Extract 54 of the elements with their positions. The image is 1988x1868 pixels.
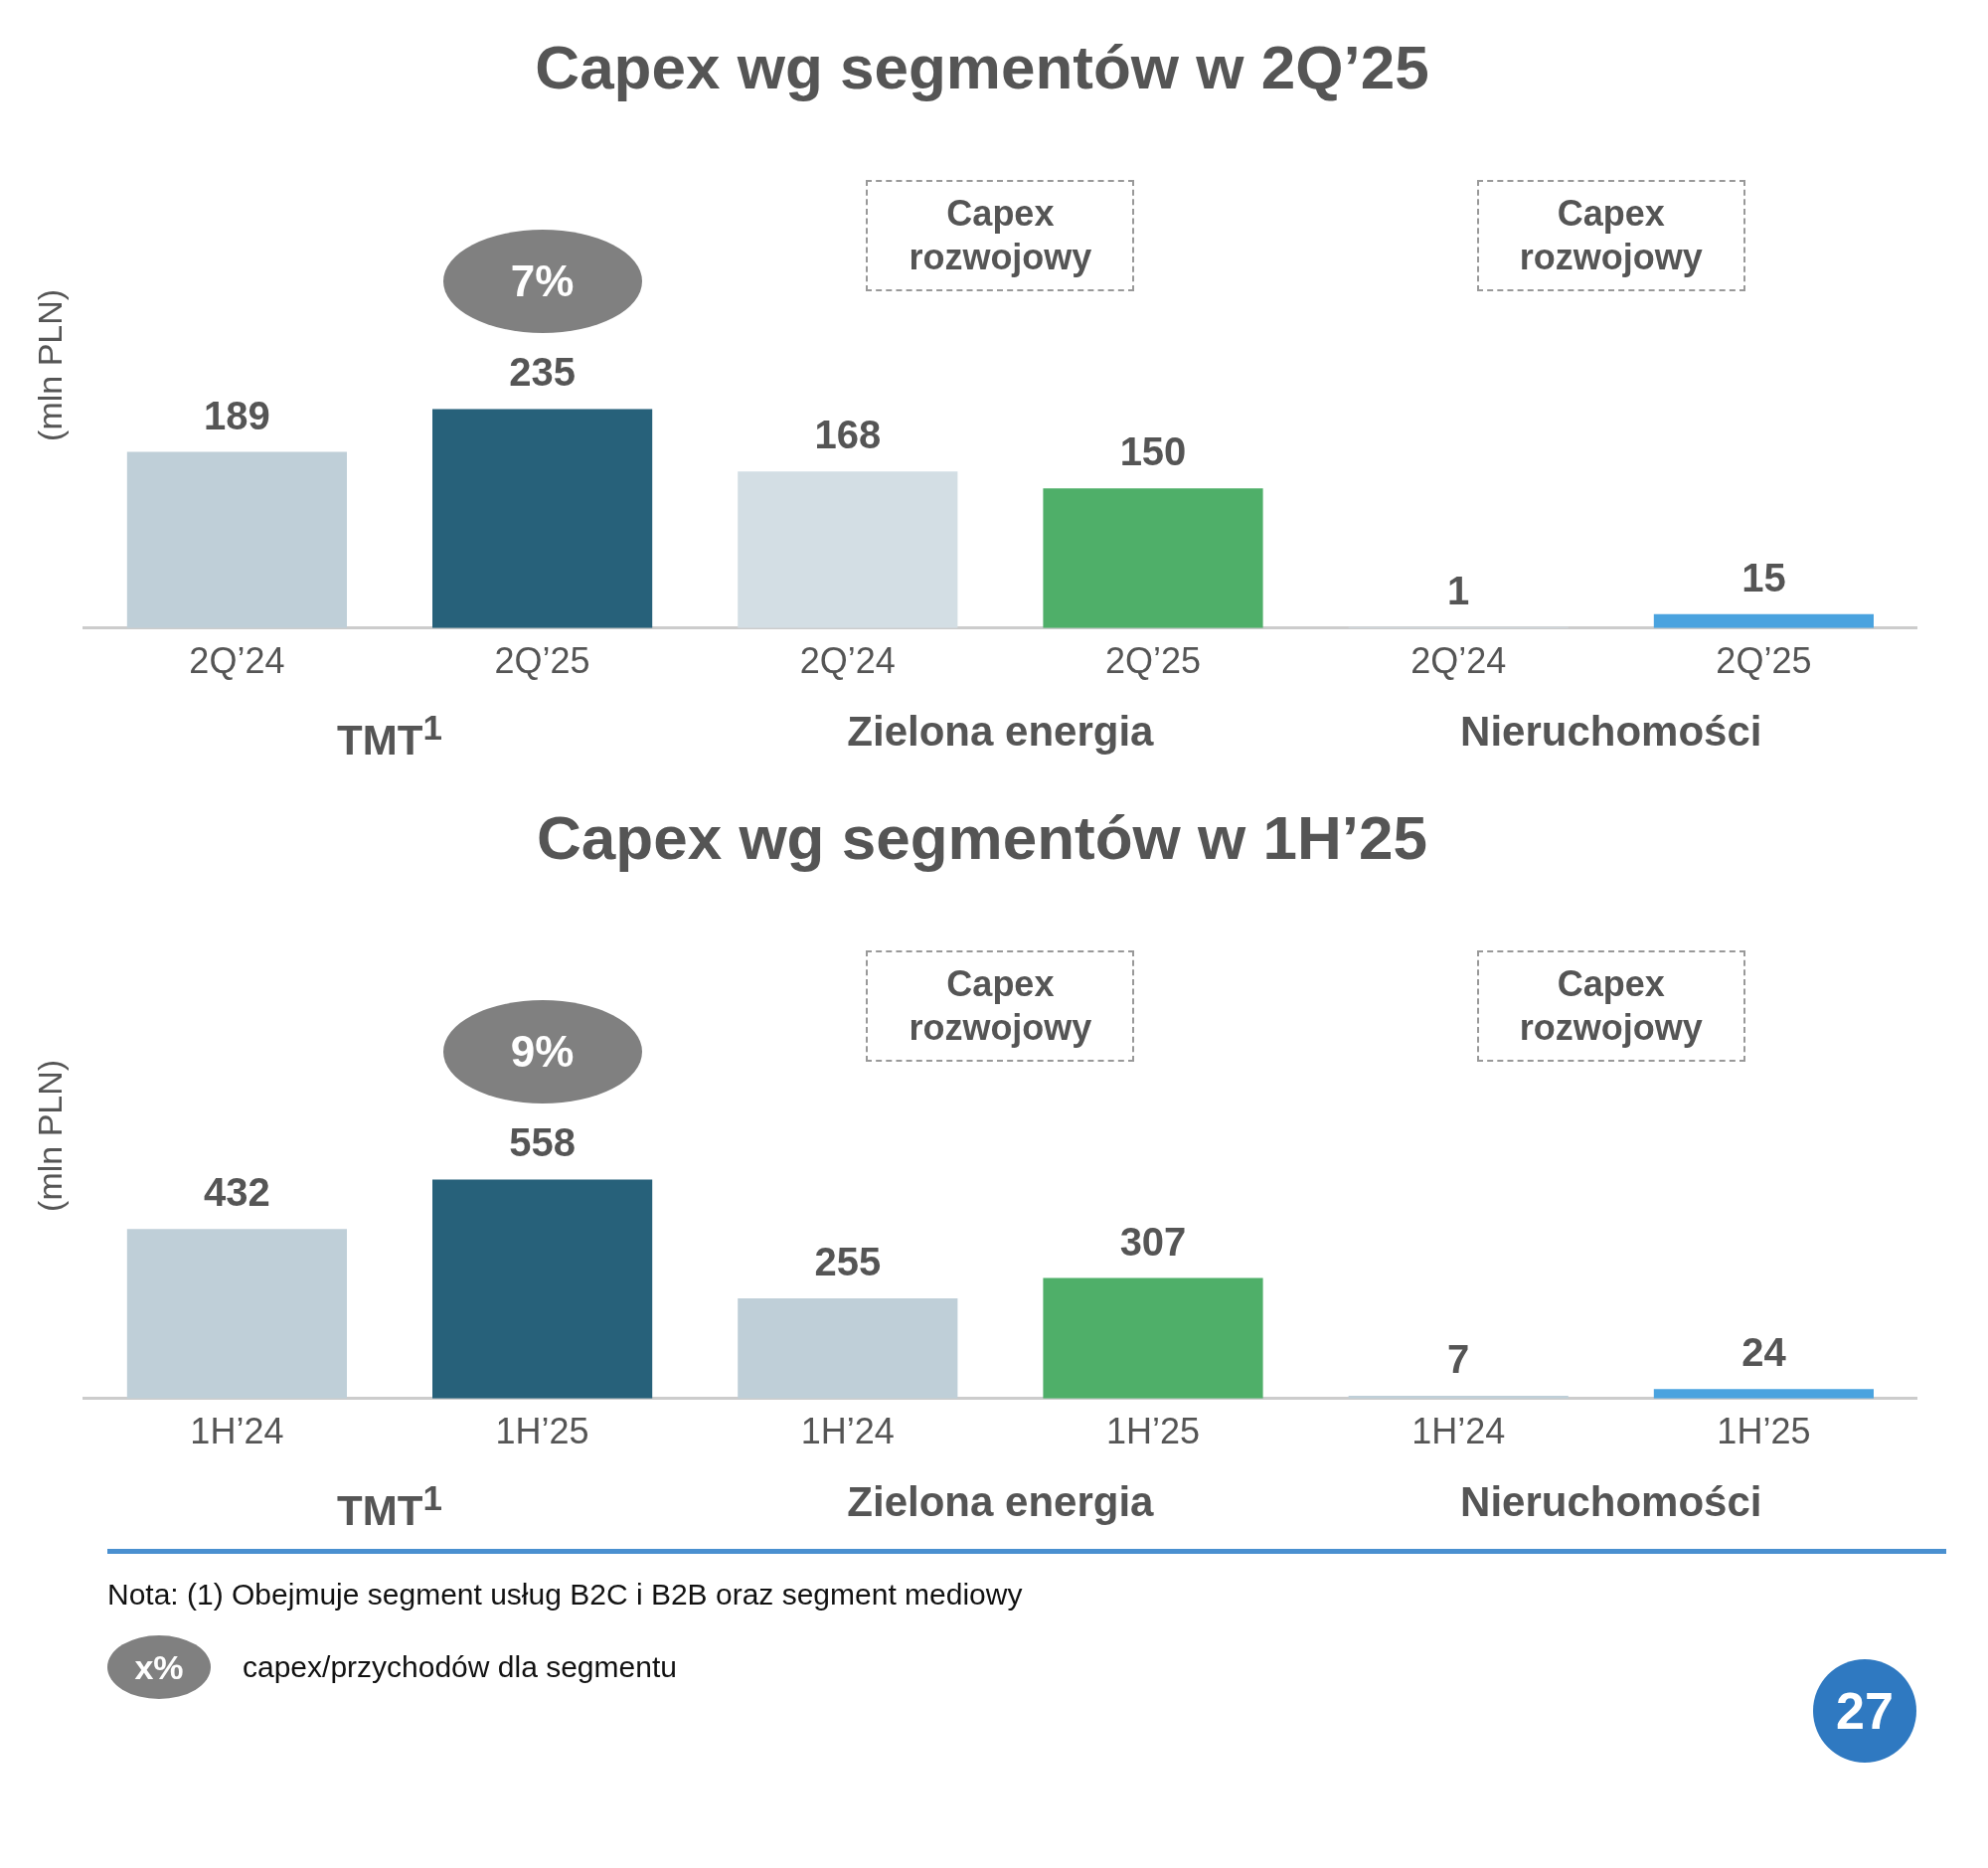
text: TMT$^{1}$ [336,1477,443,1535]
text: capex/przychodów dla segmentu [243,1650,677,1684]
y-axis-title: (mln PLN) [30,288,69,441]
text: Nieruchomości [1459,707,1763,756]
x-tick-label: 1H’25 [1105,1411,1201,1452]
bar [738,1298,958,1399]
x-tick-label: 2Q’24 [1410,640,1507,682]
x-tick-label: 2Q’24 [189,640,285,682]
data-label: 24 [1741,1330,1787,1375]
dashed-frame: Capex rozwojowy [1476,180,1745,292]
data-label: 1 [1447,568,1470,612]
y-axis-title: (mln PLN) [30,1059,69,1212]
data-label: 189 [204,393,270,437]
x-tick-label: 1H’25 [495,1411,589,1452]
oval-badge: 9% [442,1000,642,1104]
bar [1653,1389,1874,1399]
dashed-frame: Capex rozwojowy [866,180,1135,292]
data-label: 150 [1119,429,1187,474]
text: Zielona energia [846,1477,1155,1526]
x-tick-label: 2Q’25 [1104,640,1202,682]
bar [1043,1277,1263,1399]
data-label: 307 [1119,1219,1187,1264]
data-label: 235 [509,350,576,395]
data-label: 7 [1447,1337,1470,1382]
circle-badge: 27 [1813,1659,1916,1763]
x-tick-label: 1H’24 [190,1411,284,1452]
data-label: 168 [814,413,882,457]
x-tick-label: 1H’24 [1411,1411,1506,1452]
x-tick-label: 2Q’25 [494,640,590,682]
x-tick-label: 2Q’25 [1716,640,1812,682]
x-tick-label: 1H’25 [1717,1411,1811,1452]
bar [126,1229,347,1399]
bar [126,451,347,628]
x-tick-label: 1H’24 [800,1411,895,1452]
dashed-frame: Capex rozwojowy [866,950,1135,1063]
data-label: 558 [509,1120,576,1165]
x-tick-label: 2Q’24 [799,640,896,682]
bar [432,409,653,628]
data-label: 255 [814,1240,882,1284]
bar [1043,488,1263,628]
chart-title: Capex wg segmentów w 1H’25 [536,802,1428,873]
data-label: 15 [1741,555,1786,599]
text: TMT$^{1}$ [336,707,443,764]
oval-badge: x% [107,1635,211,1699]
data-label: 432 [204,1170,270,1215]
bar [738,471,958,628]
bar [432,1179,653,1399]
oval-badge: 7% [442,230,642,334]
chart-title: Capex wg segmentów w 2Q’25 [534,32,1430,102]
bar [1653,613,1874,628]
text: Nota: (1) Obejmuje segment usług B2C i B2B oraz segment mediowy [107,1578,1024,1612]
text: Zielona energia [846,707,1155,756]
dashed-frame: Capex rozwojowy [1476,950,1745,1063]
text: Nieruchomości [1459,1477,1763,1526]
